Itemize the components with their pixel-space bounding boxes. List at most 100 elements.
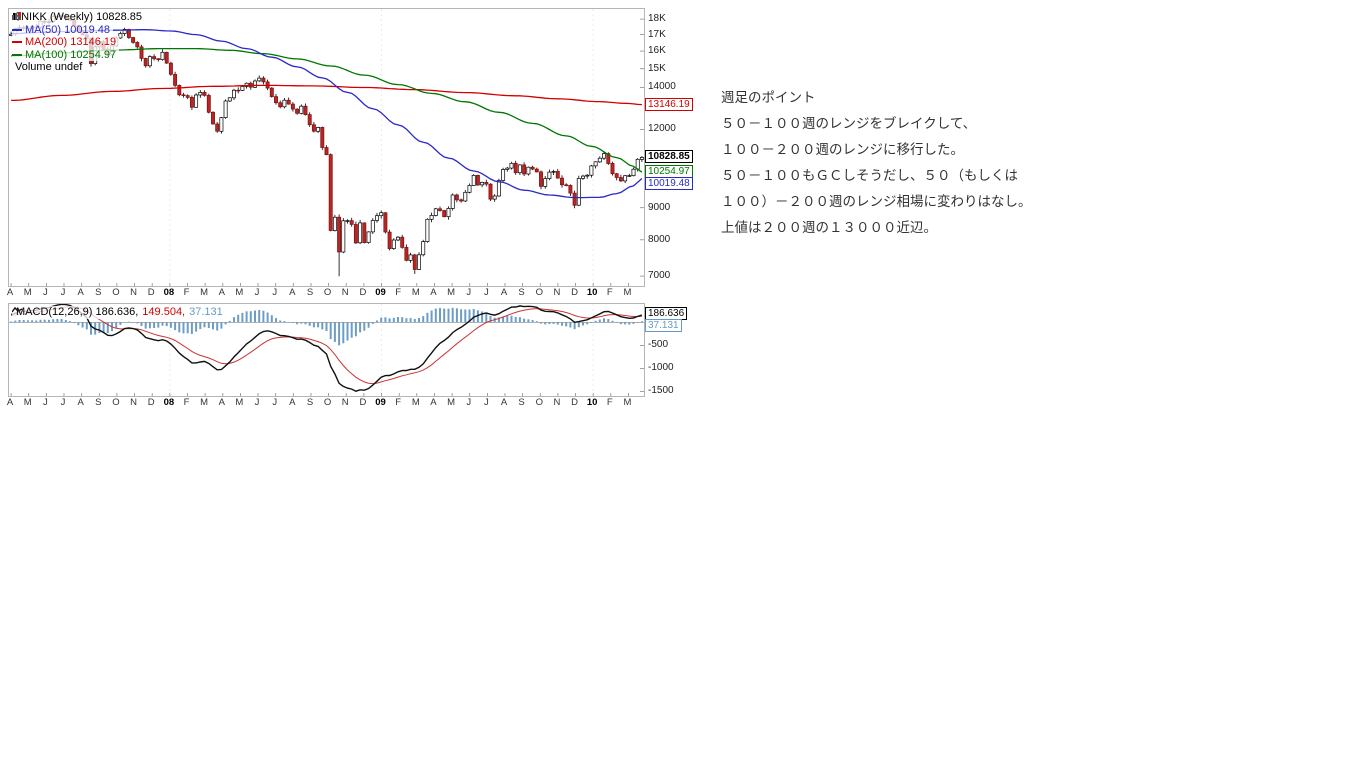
month-label: D [571,287,578,298]
month-label: J [254,287,260,298]
commentary-note: 週足のポイント ５０－１００週のレンジをブレイクして、 １００－２００週のレンジ… [721,85,1032,241]
price-axis-label: 14000 [648,81,676,92]
month-label: N [130,397,138,408]
month-label: O [112,397,120,408]
price-axis-label: 8000 [648,234,671,245]
value-callout: 13146.19 [645,98,693,111]
month-label: O [323,397,332,408]
month-label: 09 [375,287,386,298]
month-label: J [272,287,278,298]
month-label: M [447,397,456,408]
price-axis-label: 16K [648,45,666,56]
month-label: S [306,397,314,408]
macd-hist-value: 37.131 [189,306,223,318]
month-label: F [395,287,402,298]
month-label: J [484,287,489,298]
month-label: S [518,397,525,408]
month-label: M [235,397,244,408]
price-chart-canvas [9,9,644,286]
month-label: A [218,287,225,298]
symbol-label: $NIKK (Weekly) 10828.85 [15,11,142,23]
month-label: A [500,287,508,298]
month-label: M [411,397,420,408]
month-label: A [500,397,508,408]
month-label: N [341,397,349,408]
price-axis-label: 12000 [648,123,676,134]
note-line: １００－２００週のレンジに移行した。 [721,142,964,157]
month-label: D [359,287,367,298]
month-label: M [447,287,456,298]
legend-volume-row: Volume undef [12,13,86,74]
note-line: ５０－１００週のレンジをブレイクして、 [721,116,977,131]
macd-axis-label: -500 [648,339,669,350]
month-label: A [77,287,84,298]
ma50-line-icon [12,28,22,31]
month-label: S [95,397,102,408]
stock-chart-block: $NIKK (Weekly) 10828.85 MA(50) 10019.48 … [0,0,704,414]
price-axis-label: 17K [648,29,666,40]
month-label: D [147,287,155,298]
month-label: A [430,287,437,298]
price-chart-panel: $NIKK (Weekly) 10828.85 MA(50) 10019.48 … [8,8,645,287]
month-label: N [553,287,561,298]
month-label: O [535,287,543,298]
month-label: J [272,397,278,408]
macd-panel: MACD(12,26,9) 186.636, 149.504, 37.131 [8,303,645,397]
month-label: 10 [586,287,598,298]
month-label: A [77,397,84,408]
month-label: M [23,287,32,298]
month-label: N [553,397,561,408]
legend-ma100-row: MA(100) 10254.97 [12,48,120,61]
month-label: J [43,287,48,298]
ma200-label: MA(200) 13146.19 [25,36,117,48]
month-label: 09 [375,397,386,408]
month-label: M [200,397,209,408]
month-label: S [518,287,525,298]
month-label: F [183,287,190,298]
macd-legend: MACD(12,26,9) 186.636, 149.504, 37.131 [12,306,223,319]
month-label: D [359,397,367,408]
legend-ma50-row: MA(50) 10019.48 [12,23,113,36]
note-title: 週足のポイント [721,90,816,105]
month-label: N [341,287,349,298]
macd-axis-label: -1000 [648,362,674,373]
price-axis-label: 18K [648,13,666,24]
price-axis-label: 15K [648,63,666,74]
value-callout: 10019.48 [645,177,693,190]
month-label: A [289,397,296,408]
month-label: F [183,397,190,408]
macd-x-axis: A M J J A S O N D 08 F M A M J J A S O N D 09 F M A M J J A S O N D 10 F M [7,397,648,408]
price-x-axis: A M J J A S O N D 08 F M A M J J A S O N D 09 F M A M J J A S O N D 10 F M [7,287,648,298]
month-label: F [606,397,613,408]
month-label: M [235,287,244,298]
month-label: 10 [586,397,598,408]
ma100-line-icon [12,53,22,56]
month-label: M [623,287,632,298]
month-label: A [430,397,437,408]
macd-label: MACD(12,26,9) 186.636, [16,306,139,318]
month-label: S [95,287,102,298]
month-label: N [130,287,138,298]
macd-canvas [9,304,644,396]
month-label: J [466,397,472,408]
month-label: D [147,397,155,408]
month-label: M [23,397,32,408]
month-label: J [466,287,472,298]
price-axis-label: 9000 [648,202,671,213]
value-callout: 10828.85 [645,150,693,163]
note-line: 上値は２００週の１３０００近辺。 [721,220,937,235]
month-label: O [535,397,543,408]
month-label: J [254,397,260,408]
month-label: S [306,287,314,298]
legend-symbol-row: $NIKK (Weekly) 10828.85 [12,11,145,24]
note-line: １００）－２００週のレンジ相場に変わりはなし。 [721,194,1032,209]
month-label: F [606,287,613,298]
macd-axis-label: -1500 [648,385,674,396]
month-label: J [43,397,48,408]
month-label: 08 [163,397,175,408]
value-callout: 37.131 [645,319,682,332]
month-label: A [289,287,296,298]
macd-signal-value: 149.504, [142,306,186,318]
ma50-label: MA(50) 10019.48 [25,23,110,36]
month-label: A [218,397,225,408]
